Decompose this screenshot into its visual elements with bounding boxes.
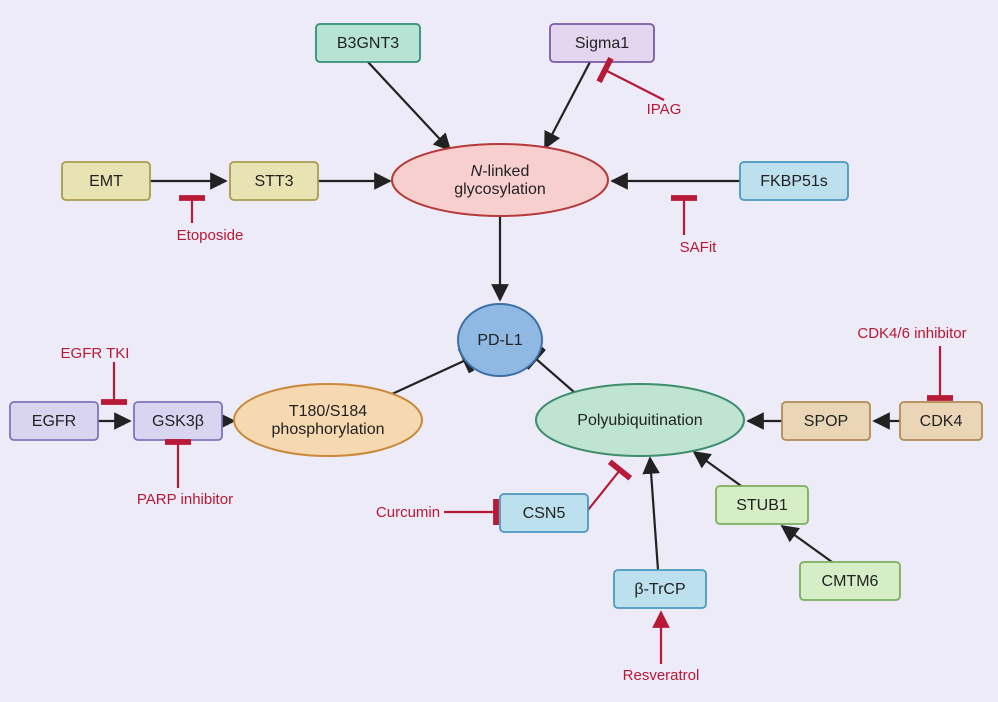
node-label: FKBP51s [760, 173, 828, 190]
edge-phos-pdl1 [392, 360, 466, 394]
inhibitor-emt-stt3: Etoposide [177, 198, 244, 244]
node-gsk3b: GSK3β [134, 402, 222, 440]
edge-ubiq-pdl1 [535, 358, 574, 392]
node-sigma1: Sigma1 [550, 24, 654, 62]
node-label: Sigma1 [575, 35, 629, 52]
node-cmtm6: CMTM6 [800, 562, 900, 600]
process-glyc: N-linkedglycosylation [392, 144, 608, 216]
node-b3gnt3: B3GNT3 [316, 24, 420, 62]
inhibitor-label: Resveratrol [623, 667, 700, 684]
node-label: GSK3β [152, 413, 204, 430]
process-label: N-linked [471, 163, 530, 180]
inhibitor-label: PARP inhibitor [137, 491, 233, 508]
edge-sigma1-glyc [545, 62, 590, 148]
inhibitor-gsk3b: PARP inhibitor [137, 442, 233, 508]
node-label: STUB1 [736, 497, 788, 514]
inhibitor-label: SAFit [680, 239, 718, 256]
node-label: CSN5 [523, 505, 566, 522]
node-stub1: STUB1 [716, 486, 808, 524]
node-label: β-TrCP [634, 581, 685, 598]
node-spop: SPOP [782, 402, 870, 440]
node-btrcp: β-TrCP [614, 570, 706, 608]
node-label: EGFR [32, 413, 76, 430]
node-fkbp51s: FKBP51s [740, 162, 848, 200]
node-label: STT3 [254, 173, 293, 190]
node-stt3: STT3 [230, 162, 318, 200]
inhibitor-label: Etoposide [177, 227, 244, 244]
process-label: glycosylation [454, 181, 546, 198]
node-label: B3GNT3 [337, 35, 399, 52]
node-csn5: CSN5 [500, 494, 588, 532]
process-label: PD-L1 [477, 332, 522, 349]
inhibitor-label: EGFR TKI [61, 345, 130, 362]
node-label: EMT [89, 173, 123, 190]
inhibitor-sigma1-glyc: IPAG [605, 70, 681, 118]
inhibitor-egfr-gsk3b: EGFR TKI [61, 345, 130, 402]
process-phos: T180/S184phosphorylation [234, 384, 422, 456]
node-label: CDK4 [920, 413, 963, 430]
edge-cmtm6-stub1 [782, 526, 832, 562]
node-label: SPOP [804, 413, 848, 430]
edge-b3gnt3-glyc [368, 62, 450, 150]
inhibitor-cdk4: CDK4/6 inhibitor [857, 325, 966, 398]
pathway-diagram: B3GNT3 Sigma1 EMT STT3 FKBP51s EGFR GSK3β SPOP C… [0, 0, 998, 702]
edge-btrcp-ubiq [650, 458, 658, 570]
inhibitor-fkbp51s-glyc: SAFit [680, 198, 718, 256]
node-egfr: EGFR [10, 402, 98, 440]
process-label: phosphorylation [272, 421, 385, 438]
inhibitor-btrcp: Resveratrol [623, 612, 700, 684]
node-label: CMTM6 [822, 573, 879, 590]
process-label: T180/S184 [289, 403, 367, 420]
process-ubiq: Polyubiquitination [536, 384, 744, 456]
inhibitor-csn5: Curcumin [376, 504, 496, 521]
edge-csn5-ubiq [588, 470, 620, 510]
inhibitor-label: IPAG [647, 101, 682, 118]
process-pdl1: PD-L1 [458, 304, 542, 376]
inhibitor-label: CDK4/6 inhibitor [857, 325, 966, 342]
node-emt: EMT [62, 162, 150, 200]
edge-stub1-ubiq [694, 452, 744, 488]
process-label: Polyubiquitination [577, 412, 702, 429]
inhibitor-label: Curcumin [376, 504, 440, 521]
node-cdk4: CDK4 [900, 402, 982, 440]
